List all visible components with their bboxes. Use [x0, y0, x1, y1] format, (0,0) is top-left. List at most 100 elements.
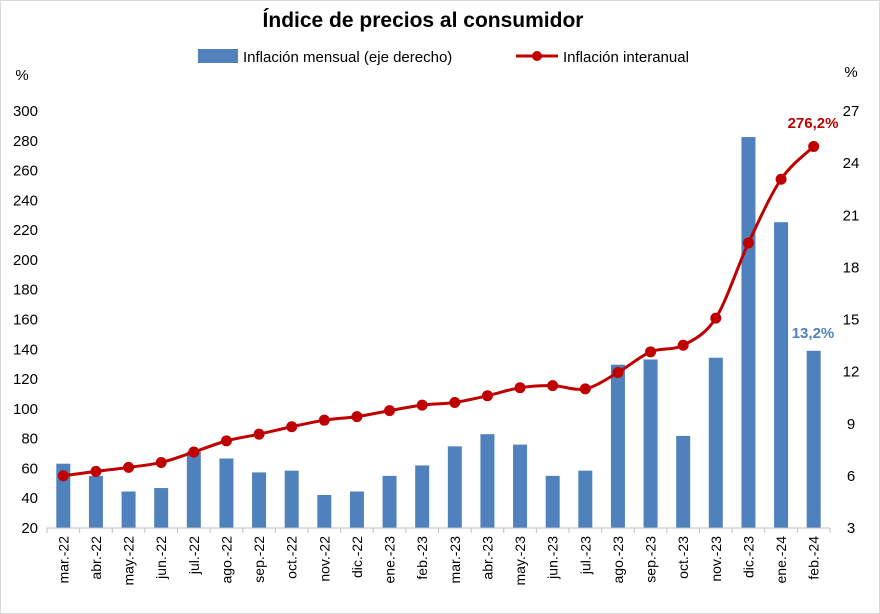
left-tick-label: 20: [21, 520, 38, 537]
left-tick-label: 140: [13, 341, 38, 358]
left-tick-label: 40: [21, 490, 38, 507]
bar-ene.-23: [382, 475, 397, 528]
x-tick-label: ene.-23: [382, 536, 398, 584]
bar-sep.-22: [252, 472, 267, 528]
left-tick-label: 240: [13, 192, 38, 209]
left-tick-label: 100: [13, 401, 38, 418]
left-tick-label: 280: [13, 133, 38, 150]
right-tick-label: 15: [843, 312, 860, 329]
bar-nov.-23: [708, 357, 723, 528]
right-tick-label: 3: [847, 520, 855, 537]
x-tick-label: dic.-22: [349, 536, 365, 578]
line-point-dic.-22: [351, 411, 363, 423]
line-point-sep.-23: [645, 346, 657, 358]
x-tick-label: mar.-23: [447, 536, 463, 584]
x-tick-label: ago.-23: [610, 536, 626, 584]
right-tick-label: 27: [843, 103, 860, 120]
line-point-oct.-23: [677, 339, 689, 351]
line-point-may.-22: [123, 461, 135, 473]
x-tick-label: jun.-23: [545, 536, 561, 580]
x-tick-label: ago.-22: [218, 536, 234, 584]
line-markers: [57, 140, 820, 482]
line-point-ago.-23: [612, 367, 624, 379]
line-point-mar.-22: [57, 470, 69, 482]
bar-sep.-23: [643, 359, 658, 528]
bar-may.-22: [121, 491, 136, 528]
bar-ago.-23: [610, 364, 625, 528]
bar-nov.-22: [317, 494, 332, 528]
right-tick-label: 24: [843, 155, 860, 172]
left-tick-label: 160: [13, 312, 38, 329]
x-tick-label: feb.-23: [414, 536, 430, 580]
line-point-sep.-22: [253, 428, 265, 440]
x-tick-label: nov.-22: [316, 536, 332, 582]
bar-abr.-23: [480, 434, 495, 528]
bar-ago.-22: [219, 458, 234, 528]
x-tick-label: jul.-23: [577, 536, 593, 575]
bar-oct.-23: [676, 435, 691, 528]
line-point-nov.-23: [710, 312, 722, 324]
bar-feb.-23: [415, 465, 430, 528]
line-point-abr.-23: [481, 390, 493, 402]
left-tick-label: 80: [21, 431, 38, 448]
line-point-feb.-23: [416, 399, 428, 411]
x-tick-label: dic.-23: [740, 536, 756, 578]
x-tick-label: sep.-22: [251, 536, 267, 583]
line-point-abr.-22: [90, 465, 102, 477]
line-point-jul.-22: [188, 446, 200, 458]
x-tick-label: sep.-23: [643, 536, 659, 583]
bar-dic.-23: [741, 137, 756, 528]
bar-jul.-22: [186, 451, 201, 528]
left-axis-ticks: 20 40 60 80 100 120 140 160 180 200 220 240 260 280 30…: [13, 103, 38, 537]
x-tick-label: feb.-24: [806, 536, 822, 580]
line-point-nov.-22: [318, 414, 330, 426]
bar-feb.-24: [806, 350, 821, 528]
x-tick-label: mar.-22: [55, 536, 71, 584]
bar-oct.-22: [284, 470, 299, 528]
right-tick-label: 21: [843, 207, 860, 224]
x-tick-label: nov.-23: [708, 536, 724, 582]
x-tick-label: ene.-24: [773, 536, 789, 584]
legend-line-label: Inflación interanual: [563, 49, 689, 66]
bar-jun.-22: [154, 488, 169, 528]
right-axis-unit: %: [844, 64, 857, 81]
chart-title: Índice de precios al consumidor: [263, 9, 584, 32]
bar-may.-23: [513, 444, 528, 528]
bar-jun.-23: [545, 475, 560, 528]
line-point-dic.-23: [742, 237, 754, 249]
x-tick-label: oct.-23: [675, 536, 691, 579]
line-point-ene.-23: [384, 405, 396, 417]
left-tick-label: 180: [13, 282, 38, 299]
left-tick-label: 200: [13, 252, 38, 269]
line-point-mar.-23: [449, 396, 461, 408]
left-tick-label: 260: [13, 163, 38, 180]
bar-dic.-22: [349, 491, 364, 528]
left-tick-label: 120: [13, 371, 38, 388]
line-point-may.-23: [514, 382, 526, 394]
line-point-feb.-24: [808, 140, 820, 152]
x-tick-label: may.-23: [512, 536, 528, 586]
line-point-ago.-22: [220, 435, 232, 447]
line-point-jun.-23: [547, 380, 559, 392]
line-point-oct.-22: [286, 421, 298, 433]
line-point-jul.-23: [579, 383, 591, 395]
line-point-ene.-24: [775, 173, 787, 185]
left-tick-label: 220: [13, 222, 38, 239]
x-tick-label: abr.-23: [479, 536, 495, 580]
legend-bar-swatch: [198, 49, 238, 63]
right-tick-label: 18: [843, 259, 860, 276]
bar-ene.-24: [774, 222, 789, 528]
bar-jul.-23: [578, 470, 593, 528]
right-axis-ticks: 3 6 9 12 15 18 21 24 27: [843, 103, 860, 537]
bar-mar.-23: [447, 446, 462, 528]
x-axis-ticks: mar.-22 abr.-22 may.-22 jun.-22 jul.-22 ago.-…: [46, 528, 831, 586]
bar-last-data-label: 13,2%: [792, 325, 835, 342]
right-tick-label: 9: [847, 416, 855, 433]
x-tick-label: abr.-22: [88, 536, 104, 580]
left-axis-unit: %: [15, 67, 28, 84]
legend-line-marker: [532, 51, 542, 61]
right-tick-label: 6: [847, 468, 855, 485]
